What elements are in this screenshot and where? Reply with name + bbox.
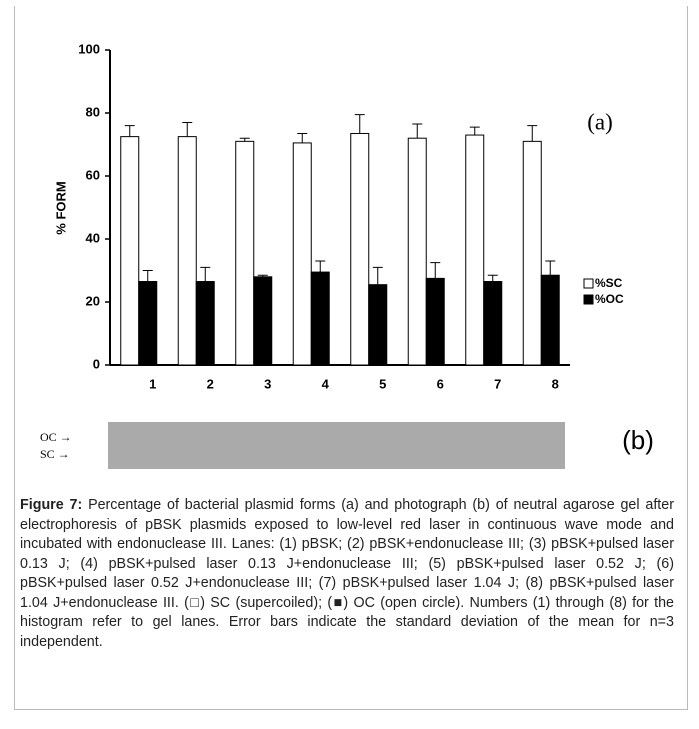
y-tick-label: 20 (86, 293, 100, 308)
error-bar (143, 271, 153, 282)
error-bar (355, 115, 365, 134)
y-tick-label: 100 (78, 41, 100, 56)
chart: (a) % FORM OC → SC → (b) 0 20 40 60 80 100 1 2 3… (0, 0, 699, 490)
bar (426, 278, 444, 365)
error-bar (527, 126, 537, 142)
caption: Figure 7: Percentage of bacterial plasmi… (20, 496, 674, 652)
legend-label: %OC (595, 292, 624, 306)
error-bar (412, 124, 422, 138)
panel-label: (a) (587, 109, 613, 134)
y-tick-label: 0 (93, 356, 100, 371)
bar (351, 133, 369, 365)
y-tick-label: 80 (86, 104, 100, 119)
error-bar (373, 267, 383, 284)
error-bar (470, 127, 480, 135)
bar (523, 141, 541, 365)
page: (a) % FORM OC → SC → (b) 0 20 40 60 80 100 1 2 3… (0, 0, 699, 729)
caption-label: Figure 7: (20, 497, 82, 513)
gel-lane-label: SC → (40, 447, 70, 461)
error-bar (488, 275, 498, 281)
x-tick-label: 4 (322, 376, 330, 391)
y-axis-label: % FORM (53, 181, 68, 234)
bar (178, 137, 196, 365)
legend-swatch (584, 279, 593, 288)
error-bar (545, 261, 555, 275)
bar (466, 135, 484, 365)
bar (236, 141, 254, 365)
x-tick-label: 1 (149, 376, 156, 391)
error-bar (125, 126, 135, 137)
x-tick-label: 7 (494, 376, 501, 391)
bar (311, 272, 329, 365)
x-tick-label: 5 (379, 376, 386, 391)
x-tick-label: 6 (437, 376, 444, 391)
error-bar (315, 261, 325, 272)
bar (484, 282, 502, 365)
x-tick-label: 8 (552, 376, 559, 391)
bar (121, 137, 139, 365)
bar (369, 285, 387, 365)
bar (196, 282, 214, 365)
gel-lane-label: OC → (40, 430, 72, 444)
caption-text: Percentage of bacterial plasmid forms (a… (20, 497, 674, 650)
bar (408, 138, 426, 365)
bar (139, 282, 157, 365)
bar (541, 275, 559, 365)
error-bar (430, 263, 440, 279)
y-tick-label: 40 (86, 230, 100, 245)
y-tick-label: 60 (86, 167, 100, 182)
legend-swatch (584, 295, 593, 304)
bar (293, 143, 311, 365)
gel-image (108, 422, 565, 469)
x-tick-label: 2 (207, 376, 214, 391)
error-bar (297, 133, 307, 142)
panel-label: (b) (622, 425, 654, 455)
error-bar (182, 122, 192, 136)
legend-label: %SC (595, 276, 623, 290)
x-tick-label: 3 (264, 376, 271, 391)
error-bar (200, 267, 210, 281)
bar (254, 277, 272, 365)
